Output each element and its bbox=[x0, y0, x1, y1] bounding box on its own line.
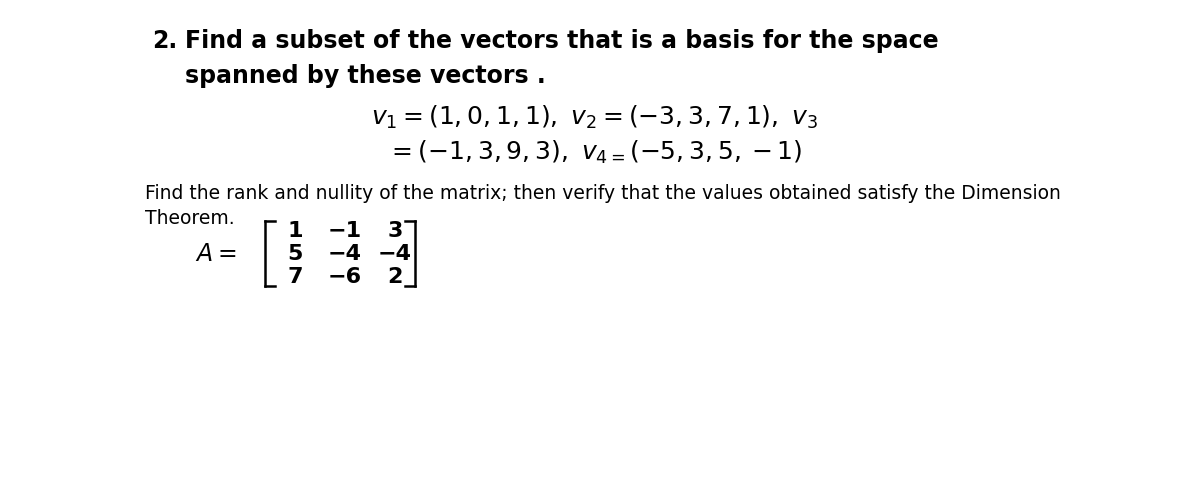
Text: 2: 2 bbox=[388, 267, 403, 287]
Text: $A=$: $A=$ bbox=[194, 242, 236, 266]
Text: −4: −4 bbox=[378, 244, 412, 264]
Text: −1: −1 bbox=[328, 221, 362, 241]
Text: $v_1 = (1,0,1,1),\ v_2 = (-3,3,7,1),\ v_3$: $v_1 = (1,0,1,1),\ v_2 = (-3,3,7,1),\ v_… bbox=[372, 104, 818, 131]
Text: 7: 7 bbox=[287, 267, 302, 287]
Text: spanned by these vectors .: spanned by these vectors . bbox=[185, 64, 546, 88]
Text: 3: 3 bbox=[388, 221, 403, 241]
Text: −4: −4 bbox=[328, 244, 362, 264]
Text: 1: 1 bbox=[287, 221, 302, 241]
Text: −6: −6 bbox=[328, 267, 362, 287]
Text: 5: 5 bbox=[287, 244, 302, 264]
Text: $= (-1,3,9,3),\ v_{4=}(-5,3,5,-1)$: $= (-1,3,9,3),\ v_{4=}(-5,3,5,-1)$ bbox=[388, 139, 803, 166]
Text: Theorem.: Theorem. bbox=[145, 209, 235, 228]
Text: Find a subset of the vectors that is a basis for the space: Find a subset of the vectors that is a b… bbox=[185, 29, 938, 53]
Text: 2.: 2. bbox=[152, 29, 178, 53]
Text: Find the rank and nullity of the matrix; then verify that the values obtained sa: Find the rank and nullity of the matrix;… bbox=[145, 184, 1061, 203]
